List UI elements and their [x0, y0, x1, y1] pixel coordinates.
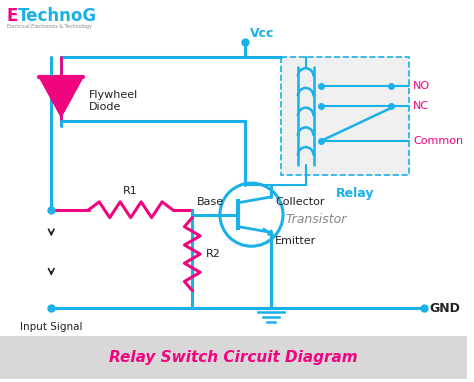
- FancyArrow shape: [263, 228, 273, 235]
- Text: Input Signal: Input Signal: [20, 322, 82, 332]
- Text: NO: NO: [413, 81, 430, 91]
- Text: Common: Common: [413, 136, 463, 146]
- Text: Collector: Collector: [275, 197, 325, 207]
- Text: GND: GND: [429, 302, 460, 315]
- Text: R1: R1: [123, 186, 138, 196]
- Text: E: E: [7, 8, 18, 26]
- Text: Vcc: Vcc: [249, 27, 274, 40]
- Text: R2: R2: [206, 249, 221, 259]
- Bar: [281, 57, 409, 175]
- Text: Emitter: Emitter: [275, 236, 316, 246]
- Text: Relay: Relay: [336, 187, 374, 200]
- Text: Relay Switch Circuit Diagram: Relay Switch Circuit Diagram: [109, 350, 358, 365]
- Text: Base: Base: [197, 197, 224, 207]
- Bar: [0, 336, 467, 379]
- Text: NC: NC: [413, 101, 429, 111]
- Text: Transistor: Transistor: [286, 213, 347, 226]
- Text: TechnoG: TechnoG: [18, 8, 97, 26]
- Text: Electrical,Electronics & Technology: Electrical,Electronics & Technology: [7, 24, 92, 29]
- Text: Flywheel
Diode: Flywheel Diode: [89, 91, 138, 112]
- Polygon shape: [39, 77, 83, 116]
